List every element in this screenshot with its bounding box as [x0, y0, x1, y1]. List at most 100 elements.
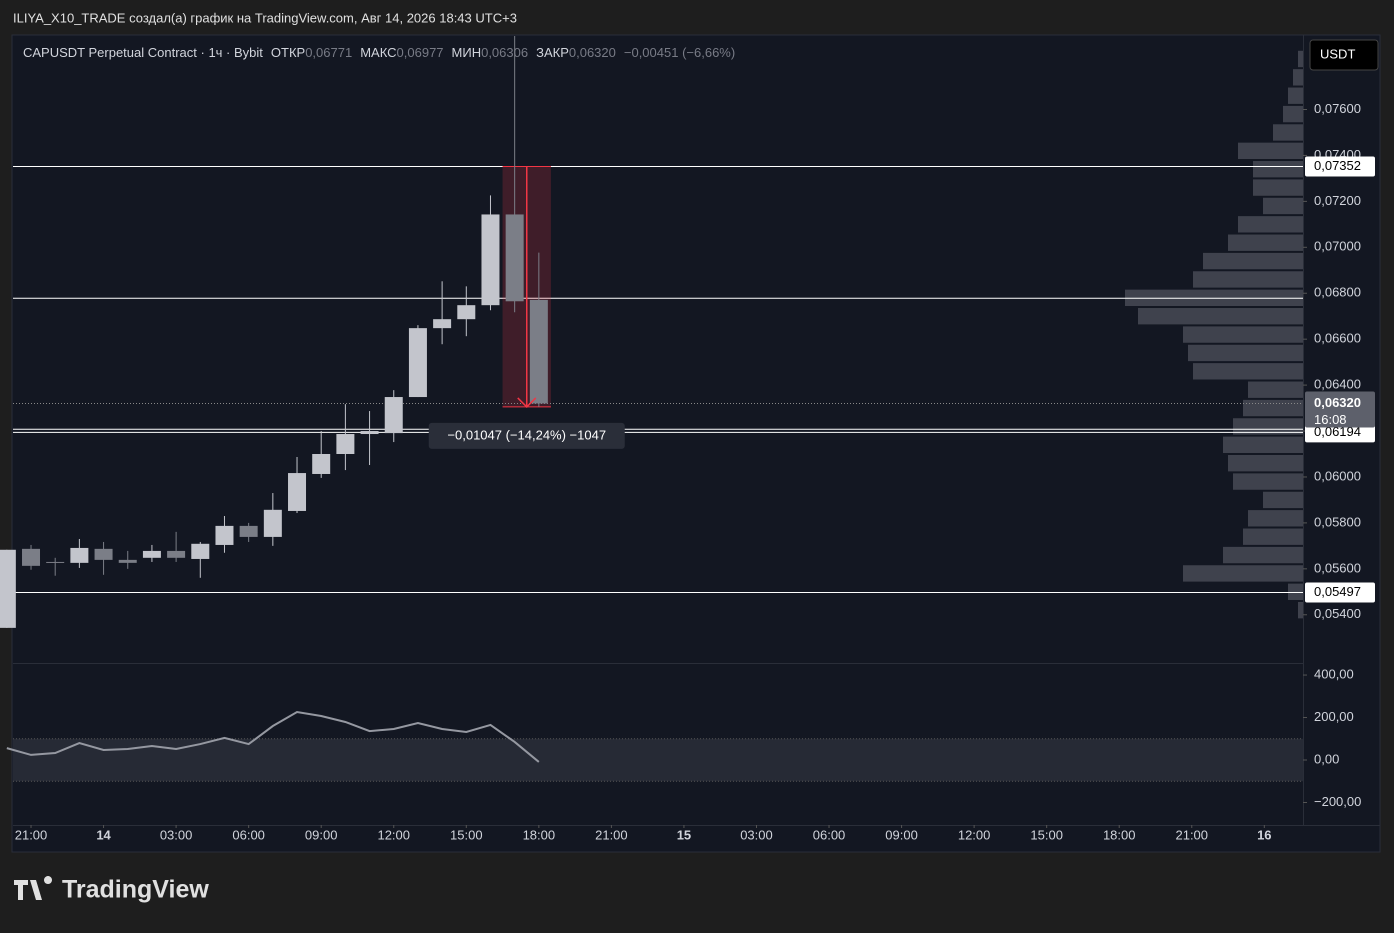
x-tick-label: 09:00 [885, 827, 918, 842]
x-tick-label: 18:00 [523, 827, 556, 842]
x-tick-label: 12:00 [377, 827, 410, 842]
y-tick-label: 0,06000 [1314, 468, 1361, 483]
volume-profile-bar [1273, 124, 1303, 141]
x-tick-label: 16 [1257, 827, 1271, 842]
x-tick-label: 12:00 [958, 827, 991, 842]
volume-profile-bar [1263, 197, 1303, 215]
legend-value: 0,06320 [569, 45, 616, 60]
currency[interactable]: USDT [1320, 46, 1355, 61]
candle-body [529, 299, 548, 404]
volume-profile-bar [1238, 216, 1303, 233]
price-tag-label: 0,07352 [1314, 158, 1361, 173]
x-tick-label: 03:00 [160, 827, 193, 842]
logo: TradingView [14, 876, 209, 904]
x-tick-label: 03:00 [740, 827, 773, 842]
volume-profile-bar [1288, 87, 1303, 104]
candle-body [239, 525, 258, 537]
legend-value: 0,06306 [481, 45, 528, 60]
legend-label: ЗАКР [536, 45, 569, 60]
volume-profile-bar [1193, 271, 1303, 288]
volume-profile-bar [1228, 234, 1303, 251]
osc-tick-label: 400,00 [1314, 666, 1354, 681]
volume-profile-bar [1298, 601, 1303, 619]
last-price-label: 0,06320 [1314, 395, 1361, 410]
measure-label-box [428, 422, 625, 449]
caption: ILIYA_X10_TRADE создал(а) график на Trad… [13, 10, 517, 25]
candle-body [70, 547, 89, 563]
last-price-tag [1305, 391, 1375, 428]
volume-profile-bar [1193, 363, 1303, 380]
legend-label: МИН [452, 45, 482, 60]
volume-profile-bar [1183, 565, 1303, 582]
currency-box[interactable] [1309, 39, 1379, 71]
y-tick-label: 0,06400 [1314, 377, 1361, 392]
volume-profile-bar [1298, 50, 1303, 68]
x-tick-label: 06:00 [232, 827, 265, 842]
candle-body [0, 549, 16, 628]
osc-tick-label: −200,00 [1314, 794, 1361, 809]
y-tick-label: 0,06800 [1314, 285, 1361, 300]
symbol: CAPUSDT Perpetual Contract · 1ч · Bybit [23, 45, 263, 60]
osc-tick-label: 0,00 [1314, 751, 1339, 766]
candle-body [263, 509, 282, 537]
chart-frame [11, 34, 1381, 853]
measure-arrowhead [517, 397, 537, 408]
candle-body [457, 305, 476, 320]
volume-profile-bar [1188, 344, 1303, 362]
legend: CAPUSDT Perpetual Contract · 1ч · Bybit О… [23, 45, 735, 60]
x-tick-label: 06:00 [813, 827, 846, 842]
price-tag [1305, 156, 1375, 177]
candle-body [191, 543, 210, 559]
volume-profile-bar [1293, 69, 1303, 86]
volume-profile-bar [1243, 399, 1303, 417]
y-tick-label: 0,06600 [1314, 331, 1361, 346]
legend-label: ОТКР [271, 45, 305, 60]
volume-profile-bar [1183, 326, 1303, 343]
x-tick-label: 18:00 [1103, 827, 1136, 842]
osc-line [6, 710, 540, 763]
candle-body [481, 214, 500, 306]
x-tick-label: 14 [96, 827, 111, 842]
volume-profile-bar [1248, 381, 1303, 398]
candle-body [505, 214, 524, 302]
candle-body [167, 550, 186, 558]
volume-profile-bar [1283, 105, 1303, 123]
candle-body [384, 397, 403, 434]
legend-value: 0,06977 [397, 45, 444, 60]
candle-body [408, 328, 427, 398]
candle-body [288, 473, 307, 511]
volume-profile-bar [1203, 252, 1303, 270]
y-tick-label: 0,05600 [1314, 560, 1361, 575]
legend-change: −0,00451 (−6,66%) [624, 45, 735, 60]
volume-profile-bar [1243, 528, 1303, 545]
volume-profile-bar [1263, 491, 1303, 509]
candle-body [336, 434, 355, 454]
price-tag [1305, 582, 1375, 603]
osc-band [13, 738, 1303, 782]
candle-body [118, 559, 137, 563]
volume-profile-bar [1253, 161, 1303, 178]
osc-tick-label: 200,00 [1314, 709, 1354, 724]
candle-body [94, 548, 113, 560]
volume-profile-bar [1228, 455, 1303, 472]
volume-profile-bar [1248, 510, 1303, 527]
price-tag-label: 0,05497 [1314, 584, 1361, 599]
legend-value: 0,06771 [305, 45, 352, 60]
y-tick-label: 0,07200 [1314, 193, 1361, 208]
candle-body [46, 561, 65, 563]
volume-profile-bar [1233, 418, 1303, 435]
x-tick-label: 09:00 [305, 827, 338, 842]
y-tick-label: 0,07000 [1314, 239, 1361, 254]
candle-body [142, 550, 161, 558]
countdown: 16:08 [1314, 412, 1347, 427]
logo-text: TradingView [62, 876, 209, 904]
candle-body [215, 525, 234, 545]
candle-body [360, 431, 379, 435]
price-tag-label: 0,06194 [1314, 424, 1361, 439]
volume-profile-bar [1253, 179, 1303, 196]
x-tick-label: 21:00 [15, 827, 48, 842]
volume-profile-bar [1288, 583, 1303, 600]
volume-profile-bar [1138, 308, 1303, 325]
